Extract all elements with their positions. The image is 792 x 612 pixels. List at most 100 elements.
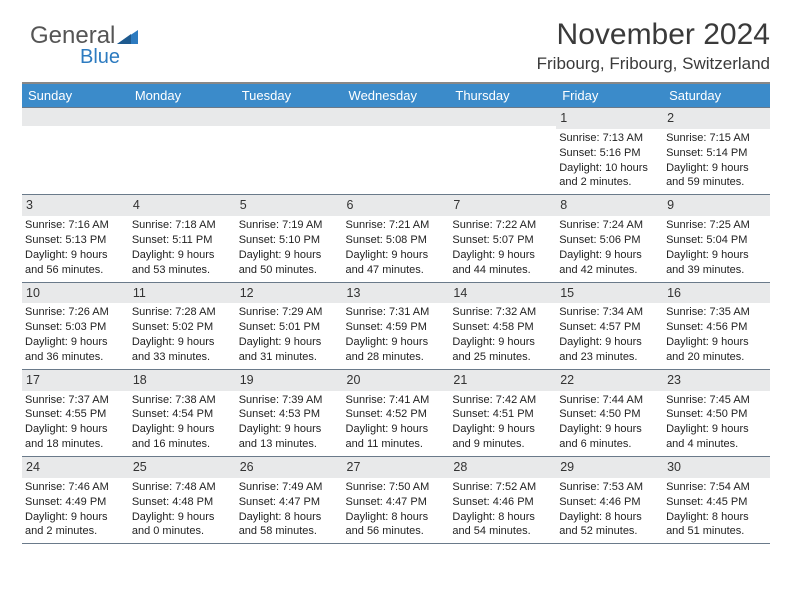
day-number: 2 — [663, 108, 770, 129]
calendar-row: 24Sunrise: 7:46 AMSunset: 4:49 PMDayligh… — [22, 457, 770, 544]
daylight-text: Daylight: 9 hours and 0 minutes. — [132, 510, 233, 540]
calendar-cell: 14Sunrise: 7:32 AMSunset: 4:58 PMDayligh… — [449, 282, 556, 369]
sunset-text: Sunset: 5:10 PM — [239, 233, 340, 248]
calendar-cell: 8Sunrise: 7:24 AMSunset: 5:06 PMDaylight… — [556, 195, 663, 282]
sunset-text: Sunset: 5:08 PM — [346, 233, 447, 248]
sunrise-text: Sunrise: 7:50 AM — [346, 480, 447, 495]
sunset-text: Sunset: 4:56 PM — [666, 320, 767, 335]
calendar-cell: 15Sunrise: 7:34 AMSunset: 4:57 PMDayligh… — [556, 282, 663, 369]
weekday-header: Friday — [556, 83, 663, 108]
sunrise-text: Sunrise: 7:34 AM — [559, 305, 660, 320]
sunset-text: Sunset: 4:48 PM — [132, 495, 233, 510]
day-details: Sunrise: 7:38 AMSunset: 4:54 PMDaylight:… — [129, 391, 236, 456]
sunrise-text: Sunrise: 7:42 AM — [452, 393, 553, 408]
calendar-cell: 21Sunrise: 7:42 AMSunset: 4:51 PMDayligh… — [449, 369, 556, 456]
calendar-row: 10Sunrise: 7:26 AMSunset: 5:03 PMDayligh… — [22, 282, 770, 369]
sunset-text: Sunset: 5:07 PM — [452, 233, 553, 248]
daylight-text: Daylight: 9 hours and 9 minutes. — [452, 422, 553, 452]
calendar-cell: 7Sunrise: 7:22 AMSunset: 5:07 PMDaylight… — [449, 195, 556, 282]
calendar-row: 1Sunrise: 7:13 AMSunset: 5:16 PMDaylight… — [22, 108, 770, 195]
day-details: Sunrise: 7:28 AMSunset: 5:02 PMDaylight:… — [129, 303, 236, 368]
weekday-header: Tuesday — [236, 83, 343, 108]
day-details: Sunrise: 7:34 AMSunset: 4:57 PMDaylight:… — [556, 303, 663, 368]
day-number: 9 — [663, 195, 770, 216]
day-details: Sunrise: 7:35 AMSunset: 4:56 PMDaylight:… — [663, 303, 770, 368]
sunset-text: Sunset: 4:46 PM — [452, 495, 553, 510]
weekday-header: Thursday — [449, 83, 556, 108]
sunset-text: Sunset: 4:51 PM — [452, 407, 553, 422]
sunset-text: Sunset: 4:59 PM — [346, 320, 447, 335]
day-number: 10 — [22, 283, 129, 304]
daylight-text: Daylight: 9 hours and 47 minutes. — [346, 248, 447, 278]
logo-triangle-icon — [117, 27, 139, 45]
day-details: Sunrise: 7:31 AMSunset: 4:59 PMDaylight:… — [343, 303, 450, 368]
sunset-text: Sunset: 4:50 PM — [559, 407, 660, 422]
sunrise-text: Sunrise: 7:16 AM — [25, 218, 126, 233]
sunset-text: Sunset: 4:46 PM — [559, 495, 660, 510]
daylight-text: Daylight: 8 hours and 51 minutes. — [666, 510, 767, 540]
daylight-text: Daylight: 8 hours and 56 minutes. — [346, 510, 447, 540]
day-details: Sunrise: 7:16 AMSunset: 5:13 PMDaylight:… — [22, 216, 129, 281]
weekday-header: Saturday — [663, 83, 770, 108]
day-details: Sunrise: 7:25 AMSunset: 5:04 PMDaylight:… — [663, 216, 770, 281]
calendar-body: 1Sunrise: 7:13 AMSunset: 5:16 PMDaylight… — [22, 108, 770, 544]
day-details: Sunrise: 7:37 AMSunset: 4:55 PMDaylight:… — [22, 391, 129, 456]
daylight-text: Daylight: 9 hours and 42 minutes. — [559, 248, 660, 278]
sunset-text: Sunset: 4:47 PM — [346, 495, 447, 510]
daylight-text: Daylight: 9 hours and 53 minutes. — [132, 248, 233, 278]
sunrise-text: Sunrise: 7:38 AM — [132, 393, 233, 408]
day-number: 25 — [129, 457, 236, 478]
logo-text-2: Blue — [80, 46, 120, 69]
sunrise-text: Sunrise: 7:18 AM — [132, 218, 233, 233]
day-number: 17 — [22, 370, 129, 391]
daylight-text: Daylight: 8 hours and 54 minutes. — [452, 510, 553, 540]
day-number: 11 — [129, 283, 236, 304]
calendar-row: 17Sunrise: 7:37 AMSunset: 4:55 PMDayligh… — [22, 369, 770, 456]
calendar-table: SundayMondayTuesdayWednesdayThursdayFrid… — [22, 82, 770, 544]
weekday-header: Monday — [129, 83, 236, 108]
sunrise-text: Sunrise: 7:22 AM — [452, 218, 553, 233]
daylight-text: Daylight: 9 hours and 11 minutes. — [346, 422, 447, 452]
calendar-cell — [236, 108, 343, 195]
daylight-text: Daylight: 9 hours and 18 minutes. — [25, 422, 126, 452]
sunset-text: Sunset: 4:50 PM — [666, 407, 767, 422]
daylight-text: Daylight: 9 hours and 23 minutes. — [559, 335, 660, 365]
day-details: Sunrise: 7:41 AMSunset: 4:52 PMDaylight:… — [343, 391, 450, 456]
day-number: 29 — [556, 457, 663, 478]
day-number: 19 — [236, 370, 343, 391]
sunset-text: Sunset: 5:03 PM — [25, 320, 126, 335]
calendar-cell: 12Sunrise: 7:29 AMSunset: 5:01 PMDayligh… — [236, 282, 343, 369]
sunset-text: Sunset: 4:49 PM — [25, 495, 126, 510]
sunset-text: Sunset: 4:55 PM — [25, 407, 126, 422]
daylight-text: Daylight: 9 hours and 25 minutes. — [452, 335, 553, 365]
day-details: Sunrise: 7:18 AMSunset: 5:11 PMDaylight:… — [129, 216, 236, 281]
sunrise-text: Sunrise: 7:45 AM — [666, 393, 767, 408]
day-number: 3 — [22, 195, 129, 216]
weekday-header: Sunday — [22, 83, 129, 108]
daylight-text: Daylight: 9 hours and 39 minutes. — [666, 248, 767, 278]
day-details: Sunrise: 7:39 AMSunset: 4:53 PMDaylight:… — [236, 391, 343, 456]
calendar-cell: 25Sunrise: 7:48 AMSunset: 4:48 PMDayligh… — [129, 457, 236, 544]
daylight-text: Daylight: 10 hours and 2 minutes. — [559, 161, 660, 191]
day-number: 14 — [449, 283, 556, 304]
sunrise-text: Sunrise: 7:15 AM — [666, 131, 767, 146]
day-details: Sunrise: 7:19 AMSunset: 5:10 PMDaylight:… — [236, 216, 343, 281]
calendar-row: 3Sunrise: 7:16 AMSunset: 5:13 PMDaylight… — [22, 195, 770, 282]
day-number: 5 — [236, 195, 343, 216]
calendar-cell: 16Sunrise: 7:35 AMSunset: 4:56 PMDayligh… — [663, 282, 770, 369]
calendar-cell: 5Sunrise: 7:19 AMSunset: 5:10 PMDaylight… — [236, 195, 343, 282]
calendar-cell: 3Sunrise: 7:16 AMSunset: 5:13 PMDaylight… — [22, 195, 129, 282]
day-number: 15 — [556, 283, 663, 304]
sunrise-text: Sunrise: 7:28 AM — [132, 305, 233, 320]
calendar-cell: 17Sunrise: 7:37 AMSunset: 4:55 PMDayligh… — [22, 369, 129, 456]
sunrise-text: Sunrise: 7:29 AM — [239, 305, 340, 320]
day-details: Sunrise: 7:54 AMSunset: 4:45 PMDaylight:… — [663, 478, 770, 543]
calendar-cell: 26Sunrise: 7:49 AMSunset: 4:47 PMDayligh… — [236, 457, 343, 544]
calendar-cell — [343, 108, 450, 195]
calendar-cell — [449, 108, 556, 195]
day-details: Sunrise: 7:48 AMSunset: 4:48 PMDaylight:… — [129, 478, 236, 543]
day-number: 30 — [663, 457, 770, 478]
calendar-cell — [22, 108, 129, 195]
day-number: 26 — [236, 457, 343, 478]
day-number: 20 — [343, 370, 450, 391]
